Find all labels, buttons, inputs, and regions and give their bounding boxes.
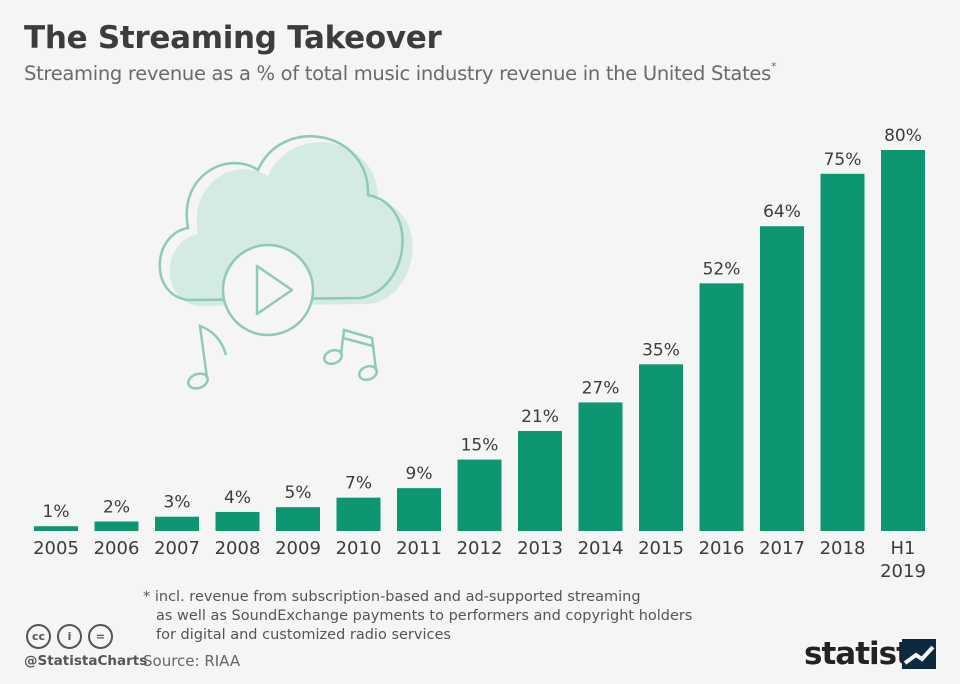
- bar-2010: [336, 497, 381, 531]
- license-icons: cc i =: [26, 624, 113, 649]
- data-label: 5%: [285, 483, 312, 503]
- category-label: 2009: [275, 538, 321, 559]
- category-label: 2015: [638, 538, 684, 559]
- data-label: 75%: [824, 150, 862, 170]
- category-label: 2018: [820, 538, 866, 559]
- category-label: 2010: [336, 538, 382, 559]
- source-note: Source: RIAA: [143, 652, 241, 670]
- cloud-outline-icon: [158, 135, 404, 302]
- data-label: 2%: [103, 497, 130, 517]
- bar-h1-2019: [881, 150, 925, 531]
- cc-icon[interactable]: cc: [26, 624, 51, 649]
- bar-2015: [639, 364, 683, 531]
- data-label: 52%: [703, 259, 741, 279]
- category-label: 2007: [154, 538, 200, 559]
- bar-2016: [699, 283, 744, 531]
- footnote-line-1: * incl. revenue from subscription-based …: [143, 589, 641, 605]
- bar-2008: [215, 511, 260, 531]
- bar-2017: [760, 226, 804, 531]
- category-label: 2013: [517, 538, 563, 559]
- category-label: 2006: [94, 538, 140, 559]
- subtitle-text: Streaming revenue as a % of total music …: [24, 62, 771, 85]
- category-label: 2019: [880, 561, 926, 582]
- chart-subtitle: Streaming revenue as a % of total music …: [24, 60, 777, 85]
- data-label: 9%: [406, 464, 433, 484]
- statista-logo-mark-icon: [902, 639, 936, 669]
- bar-2018: [820, 173, 865, 531]
- data-label: 21%: [521, 407, 559, 427]
- data-label: 80%: [884, 126, 922, 146]
- footnote-line-2: as well as SoundExchange payments to per…: [156, 608, 693, 624]
- bar-chart: 1% 2% 3% 4% 5% 7% 9% 15% 21% 27% 35% 52% 64% 75% 80% 2…: [33, 126, 926, 582]
- music-notes-icon: [323, 328, 378, 382]
- play-icon: [255, 264, 294, 316]
- data-label: 3%: [164, 493, 191, 513]
- cloud-illustration: [158, 135, 413, 390]
- chart-title: The Streaming Takeover: [24, 20, 442, 56]
- category-label: 2011: [396, 538, 442, 559]
- footnote-line-3: for digital and customized radio service…: [156, 627, 451, 643]
- category-label: 2014: [578, 538, 624, 559]
- category-label: 2012: [457, 538, 503, 559]
- data-label: 15%: [461, 436, 499, 456]
- nd-icon[interactable]: =: [88, 624, 113, 649]
- data-label: 35%: [642, 340, 680, 360]
- data-label: 64%: [763, 202, 801, 222]
- by-icon[interactable]: i: [57, 624, 82, 649]
- bar-2013: [518, 430, 562, 531]
- category-label: 2005: [33, 538, 79, 559]
- category-label: 2008: [215, 538, 261, 559]
- music-note-icon: [187, 324, 228, 390]
- data-label: 27%: [582, 378, 620, 398]
- bar-2014: [578, 402, 623, 531]
- category-labels-group: 2005 2006 2007 2008 2009 2010 2011 2012 2013 2014…: [33, 538, 926, 582]
- footnote: * incl. revenue from subscription-based …: [143, 588, 692, 645]
- data-label: 4%: [224, 488, 251, 508]
- bar-2005: [34, 526, 78, 531]
- bar-2011: [397, 488, 441, 531]
- play-button-icon: [221, 243, 315, 337]
- category-label: H1: [891, 538, 916, 559]
- bar-2009: [276, 507, 320, 531]
- bar-2007: [155, 516, 199, 531]
- category-label: 2017: [759, 538, 805, 559]
- data-labels-group: 1% 2% 3% 4% 5% 7% 9% 15% 21% 27% 35% 52% 64% 75% 80%: [43, 126, 922, 522]
- subtitle-footnote-marker: *: [771, 60, 777, 73]
- bar-2006: [94, 521, 139, 531]
- data-label: 1%: [43, 502, 70, 522]
- data-label: 7%: [345, 474, 372, 494]
- bar-2012: [457, 459, 502, 531]
- twitter-handle[interactable]: @StatistaCharts: [24, 653, 148, 669]
- bars-group: [34, 150, 925, 531]
- category-label: 2016: [699, 538, 745, 559]
